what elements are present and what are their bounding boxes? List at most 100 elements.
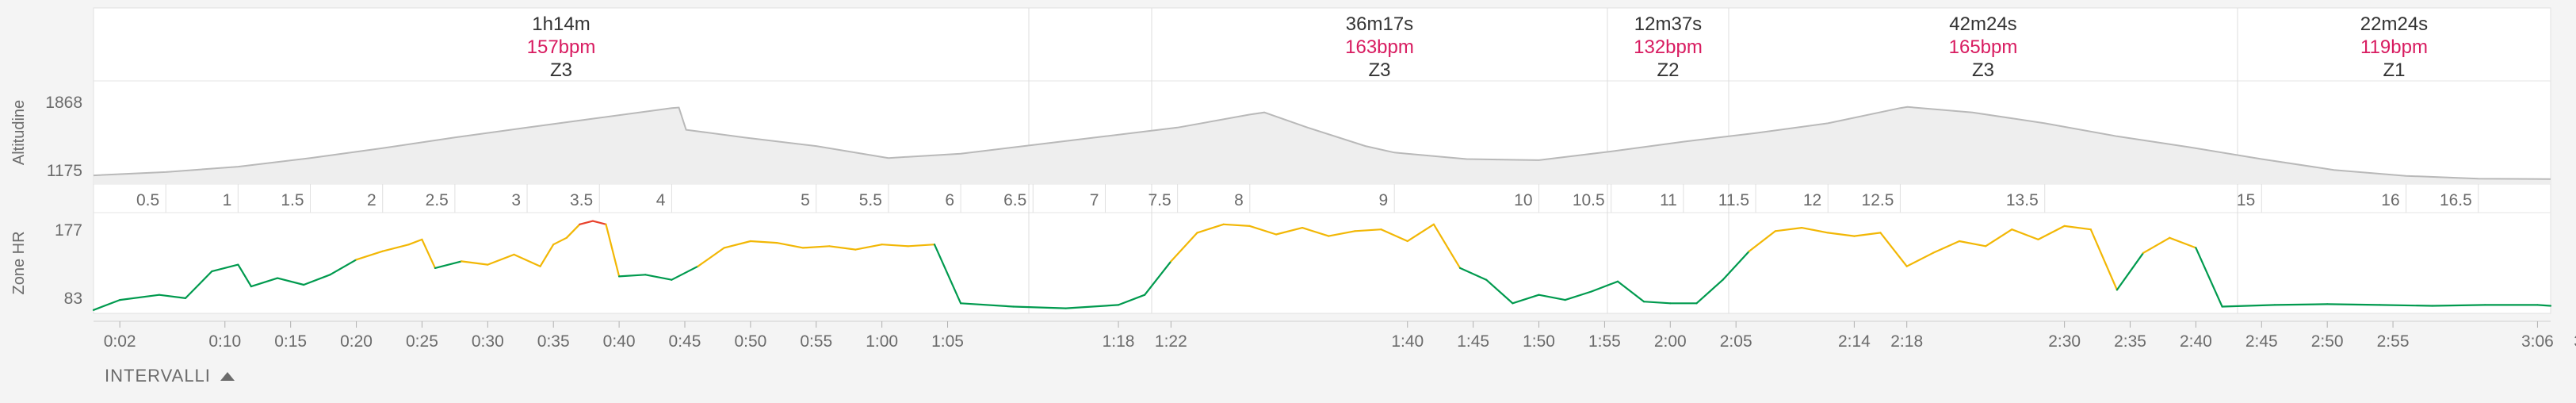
hr-segment — [237, 263, 252, 288]
hr-segment — [591, 220, 607, 225]
hr-segment — [1275, 227, 1304, 236]
time-tick-label: 1:50 — [1523, 332, 1555, 351]
time-tick-label: 0:10 — [208, 332, 241, 351]
distance-tick-label: 11 — [1660, 191, 1677, 209]
time-tick-label: 2:50 — [2311, 332, 2344, 351]
hr-segment — [1064, 304, 1120, 309]
hr-segment — [579, 220, 594, 225]
interval-duration: 36m17s — [1346, 13, 1413, 35]
interval-zone: Z3 — [1368, 59, 1390, 81]
time-tick-label: 2:18 — [1890, 332, 1923, 351]
hr-segment — [749, 240, 778, 244]
hr-segment — [461, 260, 489, 266]
altitude-line — [93, 106, 2551, 180]
interval-zone: Z3 — [1972, 59, 1994, 81]
distance-tick-label: 5 — [801, 191, 810, 209]
distance-tick-label: 1.5 — [281, 191, 304, 209]
time-tick-label: 1:22 — [1155, 332, 1187, 351]
hr-segment — [1012, 305, 1067, 309]
hr-segment — [907, 244, 936, 248]
hr-segment — [671, 265, 699, 281]
hr-segment — [933, 244, 962, 305]
distance-tick-label: 7.5 — [1148, 191, 1171, 209]
interval-bpm: 165bpm — [1949, 36, 2018, 58]
hr-segment — [1301, 227, 1330, 237]
time-tick-label: 0:35 — [537, 332, 570, 351]
hr-segment — [775, 242, 805, 249]
time-tick-label: 0:40 — [603, 332, 636, 351]
distance-tick-label: 2 — [367, 191, 376, 209]
distance-tick-label: 10 — [1514, 191, 1532, 209]
hr-segment — [617, 274, 647, 278]
hr-segment — [828, 245, 857, 251]
intervals-toggle[interactable]: INTERVALLI — [105, 360, 235, 392]
distance-tick-label: 15 — [2237, 191, 2255, 209]
hr-segment — [2221, 304, 2276, 308]
altitude-area — [94, 106, 2551, 184]
distance-tick-label: 2.5 — [426, 191, 449, 209]
interval-duration: 22m24s — [2360, 13, 2428, 35]
hr-segment — [1170, 232, 1198, 263]
time-tick-label: 1:45 — [1457, 332, 1489, 351]
hr-segment — [1932, 240, 1961, 254]
hr-segment — [2273, 303, 2329, 306]
hr-segment — [539, 244, 555, 267]
time-tick-label: 0:20 — [340, 332, 373, 351]
hr-axis-label: Zone HR — [10, 231, 28, 294]
hr-segment — [1538, 294, 1566, 301]
interval-bpm: 157bpm — [527, 36, 596, 58]
time-tick-label: 2:30 — [2048, 332, 2081, 351]
hr-segment — [1406, 223, 1435, 243]
hr-segment — [2063, 225, 2092, 231]
hr-segment — [1695, 278, 1724, 305]
hr-segment — [250, 277, 279, 288]
hr-segment — [1354, 228, 1382, 232]
hr-segment — [1328, 230, 1356, 237]
distance-tick-label: 4 — [656, 191, 666, 209]
hr-segment — [119, 294, 160, 301]
hr-segment — [802, 245, 831, 249]
interval-bpm: 132bpm — [1634, 36, 1703, 58]
time-tick-label: 2:35 — [2114, 332, 2146, 351]
hr-segment — [2195, 247, 2223, 308]
time-tick-label: 2:00 — [1654, 332, 1687, 351]
distance-tick-label: 0.5 — [136, 191, 159, 209]
distance-tick-label: 10.5 — [1573, 191, 1605, 209]
intervals-label: INTERVALLI — [105, 366, 211, 386]
hr-segment — [184, 271, 213, 299]
hr-segment — [644, 274, 673, 281]
time-tick-label: 0:25 — [406, 332, 438, 351]
time-tick-label: 0:02 — [104, 332, 136, 351]
time-tick-label: 2:40 — [2180, 332, 2212, 351]
hr-segment — [421, 238, 437, 269]
time-tick-label: 0:50 — [734, 332, 766, 351]
time-tick-label: 3:10 — [2574, 332, 2576, 351]
hr-segment — [1722, 250, 1750, 281]
time-tick-label: 2:55 — [2377, 332, 2410, 351]
hr-segment — [92, 299, 121, 311]
hr-segment — [2169, 236, 2197, 249]
hr-segment — [1248, 225, 1278, 236]
time-tick-label: 1:40 — [1391, 332, 1424, 351]
interval-zone: Z3 — [550, 59, 572, 81]
hr-segment — [959, 302, 1015, 308]
time-tick-label: 2:05 — [1720, 332, 1752, 351]
hr-segment — [2037, 225, 2066, 240]
hr-segment — [552, 236, 568, 246]
hr-segment — [1827, 232, 1856, 237]
hr-segment — [211, 263, 239, 273]
hr-segment — [854, 244, 883, 251]
hr-segment — [1432, 223, 1462, 269]
distance-tick-label: 3.5 — [570, 191, 593, 209]
hr-segment — [881, 244, 909, 248]
hr-segment — [565, 223, 581, 239]
hr-segment — [329, 259, 357, 276]
hr-segment — [2011, 228, 2039, 240]
time-tick-label: 0:45 — [669, 332, 701, 351]
distance-tick-label: 16 — [2381, 191, 2399, 209]
caret-up-icon — [220, 371, 235, 381]
distance-tick-label: 3 — [511, 191, 521, 209]
hr-segment — [2089, 228, 2118, 291]
hr-segment — [2326, 303, 2381, 306]
